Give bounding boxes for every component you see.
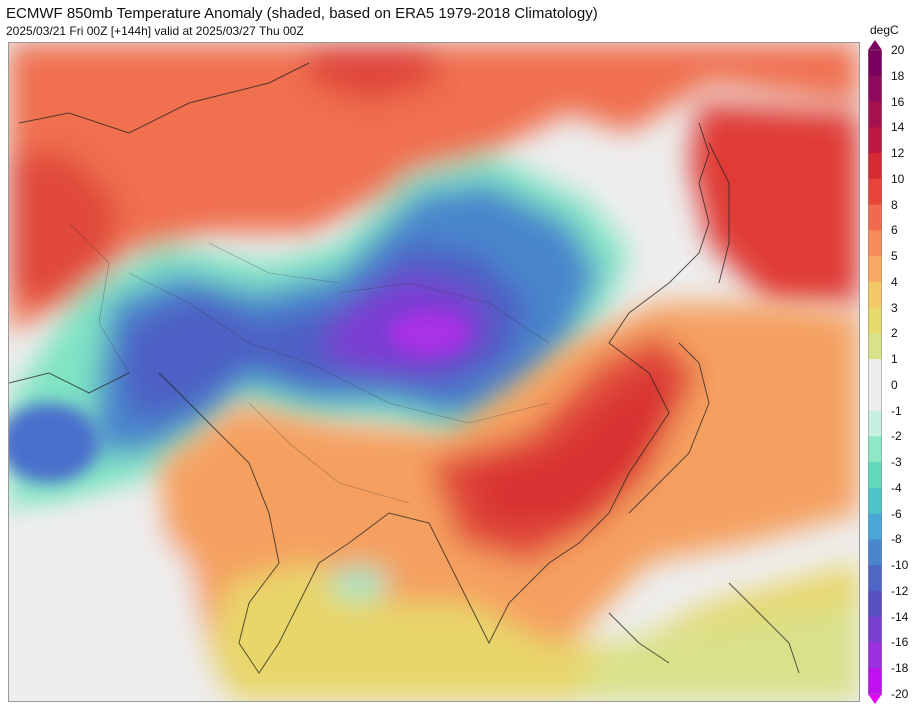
warm-region-europe xyxy=(9,153,119,303)
colorbar-swatch xyxy=(868,50,882,77)
neutral-region-southwest xyxy=(9,503,229,701)
green-region-southeast xyxy=(569,603,859,701)
map-subtitle: 2025/03/21 Fri 00Z [+144h] valid at 2025… xyxy=(6,24,304,38)
colorbar-tick-label: 12 xyxy=(891,146,905,161)
colorbar-swatch xyxy=(868,359,882,386)
colorbar-tick-label: 10 xyxy=(891,171,905,186)
colorbar-swatch xyxy=(868,307,882,334)
colorbar-bottom-arrow xyxy=(868,694,882,704)
colorbar-top-arrow xyxy=(868,40,882,50)
colorbar-swatch xyxy=(868,668,882,695)
colorbar-outline xyxy=(868,49,882,695)
colorbar-swatch xyxy=(868,256,882,283)
cold-core xyxy=(389,311,469,355)
colorbar-tick-label: -4 xyxy=(891,480,902,495)
colorbar-swatch xyxy=(868,384,882,412)
colorbar-swatch xyxy=(868,230,882,257)
colorbar-tick-label: -8 xyxy=(891,532,902,547)
colorbar-unit: degC xyxy=(870,23,899,37)
colorbar-swatch xyxy=(868,462,882,489)
colorbar-tick-label: 5 xyxy=(891,249,898,264)
colorbar-swatch xyxy=(868,281,882,309)
colorbar-tick-label: -20 xyxy=(891,687,909,701)
anomaly-map[interactable] xyxy=(8,42,860,702)
colorbar-swatch xyxy=(868,410,882,437)
colorbar-swatch xyxy=(868,590,882,618)
colorbar-tick-label: -1 xyxy=(891,403,902,418)
colorbar-tick-label: -16 xyxy=(891,635,909,650)
colorbar-swatch xyxy=(868,75,882,103)
warm-region-china-core xyxy=(469,363,669,523)
colorbar-swatch xyxy=(868,153,882,180)
colorbar-tick-label: -2 xyxy=(891,429,902,444)
colorbar-tick-label: 8 xyxy=(891,197,898,212)
colorbar-tick-label: 4 xyxy=(891,274,898,289)
colorbar xyxy=(868,40,882,704)
colorbar-swatch xyxy=(868,642,882,669)
coastlines xyxy=(9,62,800,674)
colorbar-swatch xyxy=(868,565,882,592)
colorbar-tick-label: 20 xyxy=(891,43,905,57)
colorbar-swatch xyxy=(868,513,882,540)
colorbar-tick-label: -12 xyxy=(891,583,909,598)
colorbar-tick-label: 18 xyxy=(891,68,905,83)
warm-region-north xyxy=(9,43,859,333)
colorbar-tick-label: 1 xyxy=(891,352,898,367)
colorbar-tick-label: -10 xyxy=(891,558,909,573)
cyan-region-india xyxy=(329,567,389,599)
colorbar-tick-label: -6 xyxy=(891,506,902,521)
colorbar-tick-label: -3 xyxy=(891,455,902,470)
colorbar-swatch xyxy=(868,204,882,231)
colorbar-swatch xyxy=(868,101,882,128)
colorbar-swatch xyxy=(868,539,882,566)
colorbar-swatch xyxy=(868,487,882,515)
map-title: ECMWF 850mb Temperature Anomaly (shaded,… xyxy=(6,5,598,22)
colorbar-tick-label: -18 xyxy=(891,661,909,676)
warm-region-siberia-north xyxy=(309,43,439,103)
colorbar-tick-label: 6 xyxy=(891,223,898,238)
colorbar-swatch xyxy=(868,436,882,463)
colorbar-swatch xyxy=(868,333,882,360)
warm-region-far-east xyxy=(689,103,859,303)
colorbar-swatch xyxy=(868,127,882,154)
colorbar-tick-label: 16 xyxy=(891,94,905,109)
colorbar-tick-label: 2 xyxy=(891,326,898,341)
colorbar-tick-label: 3 xyxy=(891,300,898,315)
anomaly-map-canvas xyxy=(9,43,859,701)
colorbar-tick-label: 0 xyxy=(891,377,898,392)
colorbar-tick-label: 14 xyxy=(891,120,905,135)
cold-region-west xyxy=(9,403,99,483)
country-borders xyxy=(68,222,550,504)
colorbar-swatch xyxy=(868,616,882,643)
colorbar-swatch xyxy=(868,178,882,206)
colorbar-tick-label: -14 xyxy=(891,609,909,624)
